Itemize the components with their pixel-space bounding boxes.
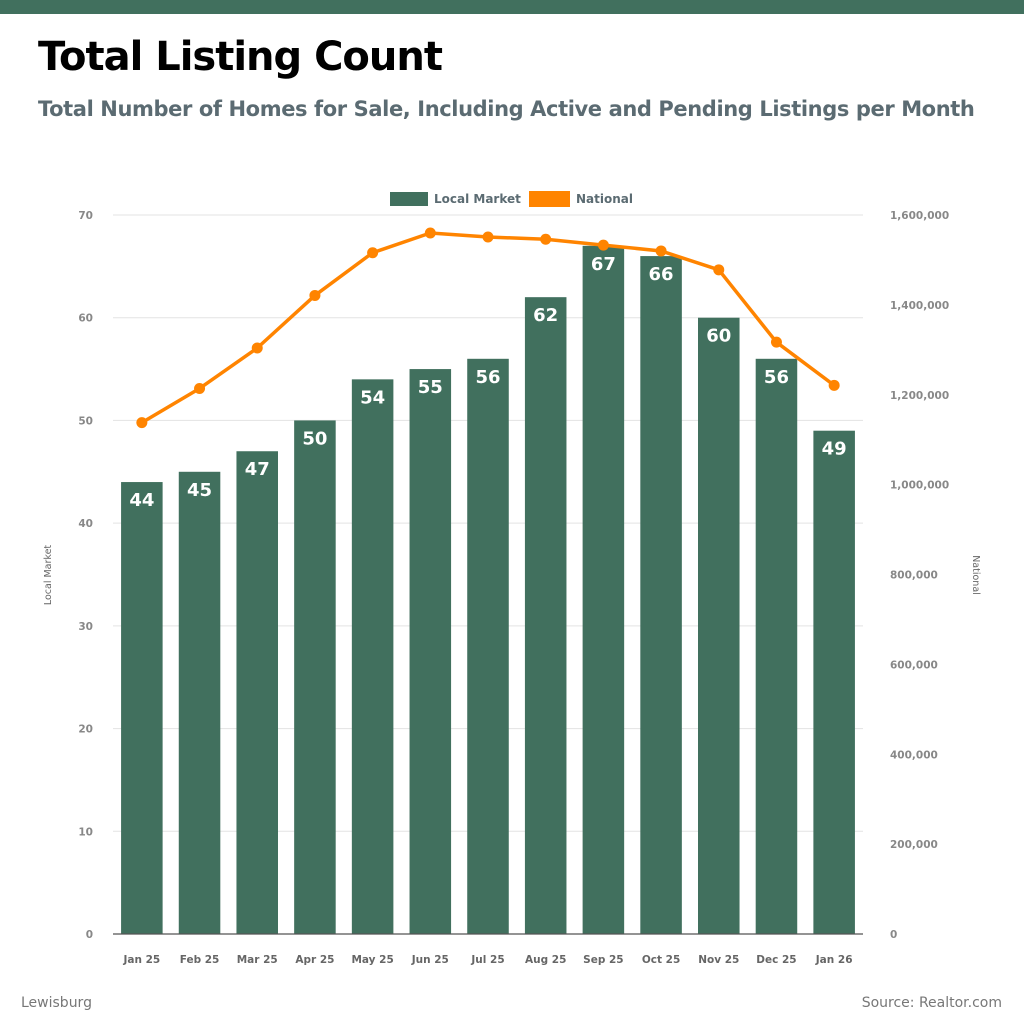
x-tick-label: May 25 xyxy=(351,954,393,966)
bar xyxy=(294,420,336,934)
national-point xyxy=(251,342,263,354)
national-point xyxy=(828,379,840,391)
national-point xyxy=(424,227,436,239)
right-tick-label: 1,400,000 xyxy=(890,300,949,312)
bar-data-label: 67 xyxy=(591,254,616,275)
bar xyxy=(755,358,798,934)
right-tick-label: 1,000,000 xyxy=(890,480,949,492)
left-axis-title: Local Market xyxy=(43,545,54,606)
location-label: Lewisburg xyxy=(21,995,92,1011)
right-tick-label: 400,000 xyxy=(890,749,938,761)
bar-data-label: 54 xyxy=(360,387,385,408)
bar xyxy=(467,358,509,934)
left-tick-label: 0 xyxy=(86,929,93,941)
right-tick-label: 800,000 xyxy=(890,570,938,582)
left-tick-label: 70 xyxy=(78,210,93,222)
x-tick-label: Apr 25 xyxy=(295,954,334,966)
local-market-bars xyxy=(121,245,855,935)
bar-data-label: 47 xyxy=(245,459,270,480)
bar xyxy=(640,256,682,935)
legend-label-local-market: Local Market xyxy=(434,192,521,206)
national-point xyxy=(655,245,667,257)
national-point xyxy=(713,264,725,276)
right-tick-label: 1,600,000 xyxy=(890,210,949,222)
x-tick-label: Jun 25 xyxy=(411,954,449,966)
right-tick-label: 200,000 xyxy=(890,839,938,851)
x-tick-label: Jan 25 xyxy=(122,954,160,966)
legend-swatch-national xyxy=(529,191,570,207)
legend-swatch-local-market xyxy=(390,192,428,206)
legend: Local Market National xyxy=(390,191,633,207)
right-tick-label: 0 xyxy=(890,929,897,941)
national-point xyxy=(597,239,609,251)
brand-top-bar xyxy=(0,0,1024,14)
national-point xyxy=(540,233,552,245)
x-tick-label: Dec 25 xyxy=(756,954,796,966)
x-tick-label: Jan 26 xyxy=(815,954,853,966)
left-tick-label: 50 xyxy=(78,415,93,427)
bar xyxy=(698,317,740,934)
bar-data-label: 50 xyxy=(302,428,327,449)
bar-data-label: 56 xyxy=(475,367,500,388)
legend-label-national: National xyxy=(576,192,633,206)
bar-data-label: 49 xyxy=(822,439,847,460)
x-axis-ticks: Jan 25 Feb 25 Mar 25 Apr 25 May 25 Jun 25 Jul … xyxy=(122,954,852,966)
bar-data-label: 55 xyxy=(418,377,443,398)
left-axis-ticks: 0 10 20 30 40 50 60 70 xyxy=(78,210,93,941)
left-tick-label: 10 xyxy=(78,826,93,838)
national-point xyxy=(194,382,206,394)
bar-data-label: 44 xyxy=(129,490,154,511)
left-tick-label: 40 xyxy=(78,518,93,530)
bar xyxy=(409,369,452,935)
x-tick-label: Feb 25 xyxy=(180,954,220,966)
national-point xyxy=(367,247,379,259)
bar xyxy=(582,245,625,935)
bar xyxy=(178,471,221,934)
x-tick-label: Aug 25 xyxy=(525,954,566,966)
local-market-data-labels: 44 45 47 50 54 55 56 62 67 66 60 56 49 xyxy=(129,254,846,511)
right-tick-label: 600,000 xyxy=(890,659,938,671)
x-tick-label: Sep 25 xyxy=(583,954,623,966)
left-tick-label: 60 xyxy=(78,313,93,325)
bar xyxy=(236,451,278,934)
x-tick-label: Oct 25 xyxy=(642,954,680,966)
source-label: Source: Realtor.com xyxy=(861,995,1002,1011)
left-tick-label: 30 xyxy=(78,621,93,633)
bar xyxy=(121,482,163,934)
x-tick-label: Mar 25 xyxy=(237,954,278,966)
bar-data-label: 62 xyxy=(533,305,558,326)
page-subtitle: Total Number of Homes for Sale, Includin… xyxy=(38,97,975,121)
national-point xyxy=(309,289,321,301)
bar-data-label: 56 xyxy=(764,367,789,388)
bar-data-label: 60 xyxy=(706,326,731,347)
left-tick-label: 20 xyxy=(78,724,93,736)
right-axis-title: National xyxy=(970,555,981,595)
right-axis-ticks: 0 200,000 400,000 600,000 800,000 1,000,000 1,… xyxy=(890,210,949,941)
national-point xyxy=(482,231,494,243)
national-line-series xyxy=(136,227,840,429)
bar xyxy=(351,379,394,934)
x-tick-label: Jul 25 xyxy=(470,954,504,966)
bar-data-label: 66 xyxy=(649,264,674,285)
national-point xyxy=(136,417,148,429)
bar-data-label: 45 xyxy=(187,480,212,501)
bar xyxy=(524,297,567,935)
page-title: Total Listing Count xyxy=(38,34,443,80)
x-tick-label: Nov 25 xyxy=(698,954,739,966)
bar xyxy=(813,430,855,934)
right-tick-label: 1,200,000 xyxy=(890,390,949,402)
national-point xyxy=(770,336,782,348)
